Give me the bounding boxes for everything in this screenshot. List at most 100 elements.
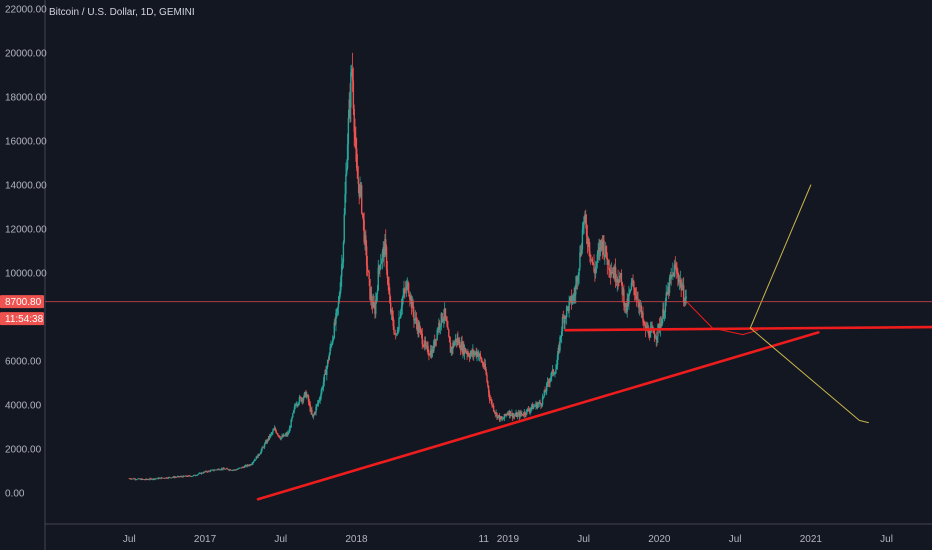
candle-body xyxy=(562,317,565,318)
candle-body xyxy=(476,352,478,357)
candle-body xyxy=(393,326,395,334)
candle-body xyxy=(212,469,214,471)
candle-body xyxy=(334,322,336,324)
candle-body xyxy=(341,262,344,265)
candle-body xyxy=(443,316,445,320)
candle-body xyxy=(372,301,374,308)
y-tick-label: 10000.00 xyxy=(5,269,47,280)
candle-body xyxy=(268,436,271,438)
candle-body xyxy=(495,412,497,415)
candle-body xyxy=(143,479,145,480)
candle-body xyxy=(535,403,537,407)
candle-body xyxy=(556,354,559,366)
candle-body xyxy=(413,312,415,321)
candle-body xyxy=(570,295,573,304)
candle-body xyxy=(233,469,235,471)
candle-body xyxy=(197,474,199,475)
candle-body xyxy=(148,479,150,481)
candle-body xyxy=(365,235,367,247)
candle-body xyxy=(274,428,277,431)
candle-body xyxy=(648,335,651,338)
candle-body xyxy=(560,331,563,336)
candle-body xyxy=(336,309,338,313)
candle-body xyxy=(245,465,248,467)
candle-body xyxy=(346,168,348,175)
last-price-tag[interactable]: 8700.80 xyxy=(0,295,44,309)
candle-body xyxy=(494,412,496,415)
candle-body xyxy=(521,413,523,415)
candle-body xyxy=(394,333,396,334)
candle-body xyxy=(634,295,637,296)
candle-body xyxy=(175,477,178,478)
candle-body xyxy=(410,296,413,309)
candle-body xyxy=(400,306,403,312)
candle-body xyxy=(619,275,621,283)
candle-body xyxy=(505,414,507,416)
candle-body xyxy=(572,295,574,301)
candle-body xyxy=(364,235,366,243)
candle-body xyxy=(303,393,306,398)
candle-body xyxy=(512,412,514,418)
candle-body xyxy=(301,398,303,402)
candle-body xyxy=(319,398,321,400)
candle-body xyxy=(330,345,332,348)
candle-body xyxy=(653,328,655,334)
candle-body xyxy=(674,264,677,267)
candle-body xyxy=(251,463,253,465)
candle-body xyxy=(684,298,687,304)
candle-body xyxy=(306,395,308,398)
x-tick-label: Jul xyxy=(880,534,893,545)
candle-body xyxy=(215,469,218,471)
drawing-annotations xyxy=(256,184,932,501)
candle-body xyxy=(516,413,519,418)
candle-body xyxy=(316,404,318,407)
candle-body xyxy=(587,238,589,244)
candle-body xyxy=(226,468,228,470)
candle-body xyxy=(569,297,571,301)
candle-body xyxy=(176,476,179,478)
candle-body xyxy=(349,99,351,108)
candle-body xyxy=(286,433,288,435)
candle-body xyxy=(573,295,575,296)
candle-body xyxy=(258,454,261,456)
candle-body xyxy=(561,317,564,332)
candle-body xyxy=(333,322,335,338)
x-tick-label: Jul xyxy=(729,534,742,545)
candle-body xyxy=(447,326,449,330)
candle-body xyxy=(161,477,164,479)
candle-body xyxy=(491,400,493,406)
candle-body xyxy=(564,316,566,324)
candle-body xyxy=(272,429,275,431)
candle-body xyxy=(497,415,499,418)
candle-body xyxy=(396,333,399,334)
candle-body xyxy=(332,337,335,340)
candle-body xyxy=(591,259,594,263)
candle-body xyxy=(680,279,682,290)
candle-body xyxy=(589,251,591,255)
candle-body xyxy=(130,478,132,480)
candle-body xyxy=(390,302,392,313)
candle-body xyxy=(679,279,682,281)
candle-body xyxy=(282,435,284,437)
candle-body xyxy=(347,117,350,145)
candle-body xyxy=(213,470,215,471)
candle-body xyxy=(160,477,163,479)
candle-body xyxy=(136,479,138,481)
candle-body xyxy=(419,328,422,331)
candle-body xyxy=(335,312,337,324)
candle-body xyxy=(560,335,562,338)
candle-body xyxy=(244,465,247,467)
candle-body xyxy=(185,475,188,477)
candle-body xyxy=(261,447,263,451)
candle-body xyxy=(547,381,550,383)
candle-body xyxy=(149,478,151,480)
candle-body xyxy=(676,271,678,272)
candle-body xyxy=(314,412,316,414)
candle-body xyxy=(348,99,350,118)
candle-body xyxy=(278,435,281,438)
candle-body xyxy=(280,437,282,440)
candle-body xyxy=(534,406,536,407)
candle-body xyxy=(503,414,506,419)
candle-body xyxy=(539,401,541,404)
